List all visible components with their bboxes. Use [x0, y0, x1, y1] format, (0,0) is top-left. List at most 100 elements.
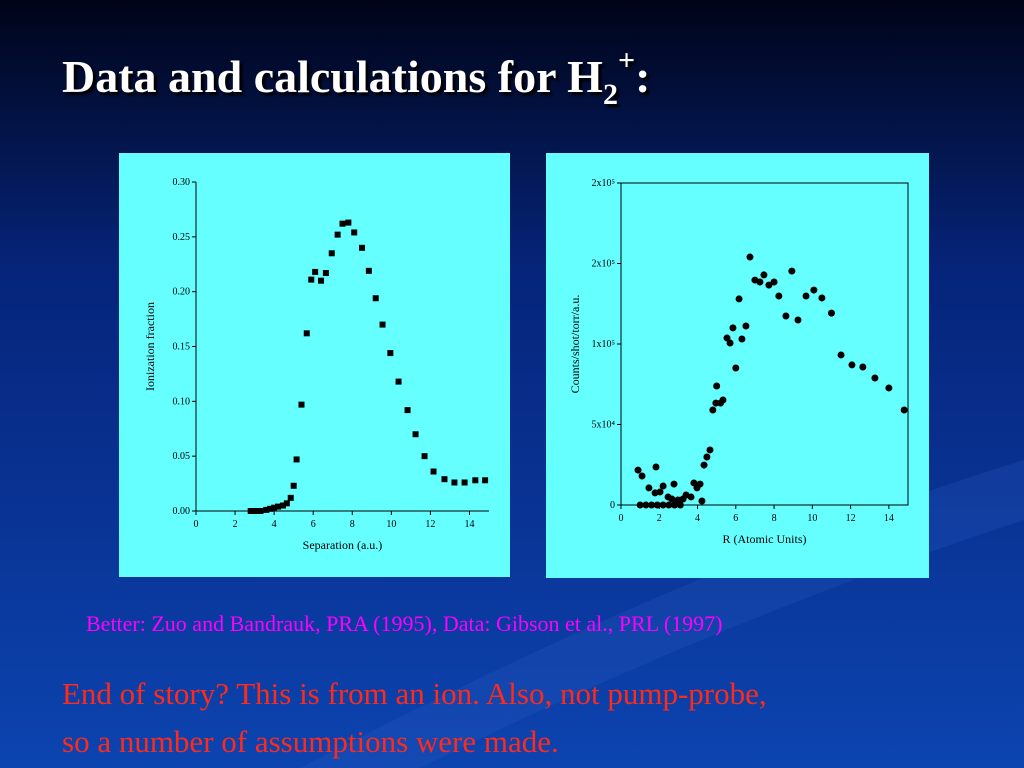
x-tick-label: 0: [619, 513, 624, 524]
y-axis-label: Ionization fraction: [143, 302, 157, 391]
data-point: [298, 401, 305, 408]
data-point: [653, 501, 661, 509]
y-tick-label: 5x10⁴: [592, 420, 616, 431]
x-tick-label: 0: [194, 519, 199, 530]
data-point: [732, 364, 740, 372]
data-point: [652, 463, 660, 471]
data-point: [412, 431, 419, 438]
data-point: [379, 321, 386, 328]
data-point: [810, 286, 818, 294]
data-point: [308, 276, 315, 283]
data-point: [765, 281, 773, 289]
data-point: [659, 482, 667, 490]
body-line: End of story? This is from an ion. Also,…: [62, 676, 767, 711]
y-tick-label: 0.15: [173, 342, 191, 353]
data-point: [351, 229, 358, 236]
data-point: [719, 396, 727, 404]
data-point: [359, 244, 366, 251]
data-point: [638, 472, 646, 480]
x-tick-label: 10: [386, 519, 396, 530]
data-point: [263, 506, 270, 513]
data-point: [247, 508, 254, 514]
data-point: [668, 495, 676, 503]
data-point: [706, 446, 714, 454]
data-point: [760, 271, 768, 279]
x-tick-label: 6: [311, 519, 316, 530]
x-axis-label: R (Atomic Units): [723, 532, 807, 546]
slide-title: Data and calculations for H2+:: [62, 44, 650, 111]
data-point: [670, 480, 678, 488]
data-point: [279, 502, 286, 509]
data-point: [738, 335, 746, 343]
data-point: [656, 488, 664, 496]
data-point: [837, 351, 845, 359]
data-point: [257, 508, 264, 514]
data-point: [322, 270, 329, 277]
data-point: [636, 501, 644, 509]
data-point: [252, 508, 259, 514]
x-axis-label: Separation (a.u.): [303, 538, 383, 552]
data-point: [318, 277, 325, 284]
data-point: [794, 316, 802, 324]
x-tick-label: 2: [657, 513, 662, 524]
data-point: [404, 407, 411, 414]
y-tick-label: 2x10⁵: [592, 259, 616, 270]
data-point: [665, 501, 673, 509]
x-tick-label: 8: [350, 519, 355, 530]
data-point: [430, 468, 437, 475]
y-tick-label: 0.00: [173, 506, 191, 517]
x-tick-label: 8: [772, 513, 777, 524]
y-tick-label: 2x10⁵: [592, 178, 616, 189]
data-point: [648, 501, 656, 509]
data-point: [645, 484, 653, 492]
data-point: [345, 219, 352, 226]
data-point: [742, 322, 750, 330]
data-point: [726, 339, 734, 347]
data-point: [372, 295, 379, 302]
data-point: [271, 504, 278, 511]
data-point: [283, 500, 290, 507]
x-tick-label: 14: [464, 519, 474, 530]
title-sub: 2: [603, 78, 618, 111]
y-tick-label: 1x10⁵: [592, 339, 616, 350]
data-point: [290, 482, 297, 489]
data-point: [395, 378, 402, 385]
data-point: [698, 497, 706, 505]
data-point: [451, 479, 458, 486]
data-point: [312, 268, 319, 275]
data-point: [900, 406, 908, 414]
data-point: [421, 453, 428, 460]
y-tick-label: 0.05: [173, 451, 191, 462]
data-point: [729, 324, 737, 332]
data-point: [339, 220, 346, 227]
data-point: [696, 480, 704, 488]
x-tick-label: 14: [884, 513, 894, 524]
data-point: [634, 466, 642, 474]
data-point: [703, 453, 711, 461]
data-point: [687, 493, 695, 501]
caption: Better: Zuo and Bandrauk, PRA (1995), Da…: [86, 611, 722, 636]
data-point: [303, 330, 310, 337]
title-sup: +: [618, 44, 635, 77]
data-point: [293, 456, 300, 463]
chart-panel: [119, 153, 510, 577]
data-point: [365, 267, 372, 274]
data-point: [700, 461, 708, 469]
x-tick-label: 10: [807, 513, 817, 524]
data-point: [848, 361, 856, 369]
data-point: [441, 476, 448, 483]
y-tick-label: 0.30: [173, 177, 191, 188]
y-tick-label: 0: [610, 500, 615, 511]
y-axis-label: Counts/shot/torr/a.u.: [568, 295, 582, 394]
x-tick-label: 6: [733, 513, 738, 524]
data-point: [782, 312, 790, 320]
data-point: [859, 363, 867, 371]
data-point: [328, 250, 335, 257]
data-point: [775, 292, 783, 300]
y-tick-label: 0.10: [173, 396, 191, 407]
x-tick-label: 2: [233, 519, 238, 530]
data-point: [735, 295, 743, 303]
data-point: [802, 292, 810, 300]
